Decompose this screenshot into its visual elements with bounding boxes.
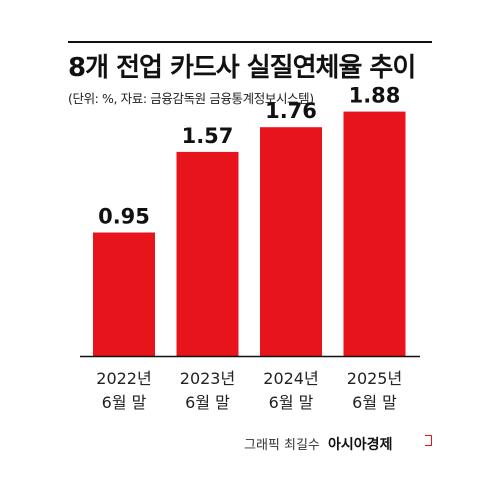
data-label-2: 1.76 <box>265 99 317 123</box>
data-label-1: 1.57 <box>182 124 234 148</box>
data-label-0: 0.95 <box>98 205 150 229</box>
brand-mark-icon <box>425 435 432 446</box>
data-label-3: 1.88 <box>349 84 401 108</box>
chart-title: 8개 전업 카드사 실질연체율 추이 <box>68 53 416 83</box>
credit-line: 그래픽 최길수 아시아경제 <box>244 434 392 454</box>
bar-1 <box>176 151 239 356</box>
x-tick-label-2-0: 2024년 <box>263 369 318 388</box>
x-tick-label-0-0: 2022년 <box>96 369 151 388</box>
x-tick-label-1-0: 2023년 <box>180 369 235 388</box>
brand-name: 아시아경제 <box>328 437 393 453</box>
bar-2 <box>260 127 322 356</box>
title-rule <box>68 41 432 43</box>
x-tick-label-1-1: 6월 말 <box>185 393 230 412</box>
x-tick-label-2-1: 6월 말 <box>269 393 314 412</box>
chart-subtitle: (단위: %, 자료: 금융감독원 금융통계정보시스템) <box>68 91 314 106</box>
bar-0 <box>93 232 155 356</box>
x-tick-label-3-1: 6월 말 <box>352 393 397 412</box>
graphic-credit: 그래픽 최길수 <box>244 438 320 453</box>
x-tick-label-0-1: 6월 말 <box>102 393 147 412</box>
bar-3 <box>343 111 406 356</box>
x-tick-label-3-0: 2025년 <box>347 369 402 388</box>
